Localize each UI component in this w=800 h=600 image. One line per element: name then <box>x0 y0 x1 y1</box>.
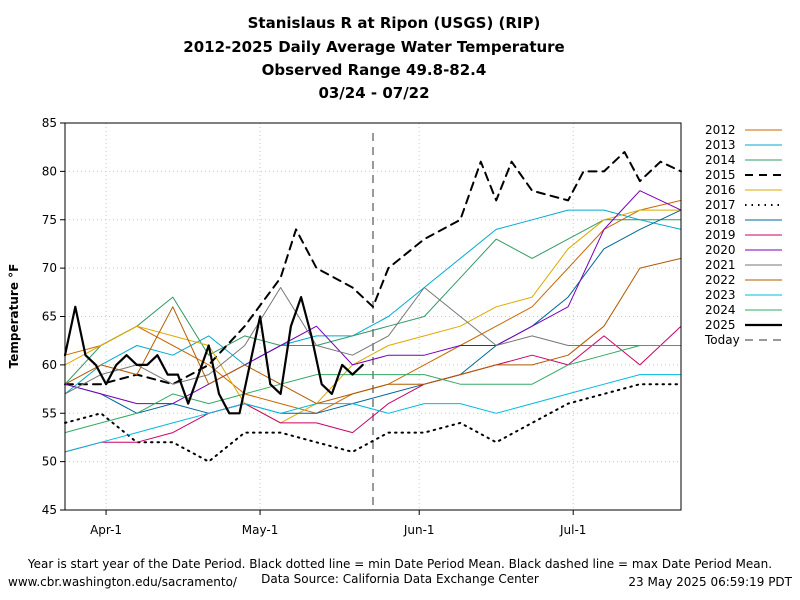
series-line-2024 <box>64 345 682 434</box>
footer-url: www.cbr.washington.edu/sacramento/ <box>8 575 238 589</box>
title-line-4: 03/24 - 07/22 <box>318 84 429 102</box>
series-line-2015 <box>64 151 682 386</box>
legend-label-2017: 2017 <box>705 198 736 212</box>
legend-label-2024: 2024 <box>705 303 736 317</box>
footer-note: Year is start year of the Date Period. B… <box>27 557 772 571</box>
legend-label-2025: 2025 <box>705 318 736 332</box>
legend-label-2020: 2020 <box>705 243 736 257</box>
y-axis: 45 50 55 60 65 70 75 80 85 <box>42 116 65 517</box>
footer: Year is start year of the Date Period. B… <box>8 557 793 589</box>
legend-label-2012: 2012 <box>705 123 736 137</box>
footer-source: Data Source: California Data Exchange Ce… <box>261 572 539 586</box>
y-tick-label: 70 <box>42 261 57 275</box>
legend-label-2022: 2022 <box>705 273 736 287</box>
y-tick-label: 55 <box>42 406 57 420</box>
series-line-2020 <box>64 190 682 405</box>
x-tick-label: Jul-1 <box>559 523 586 537</box>
series-layer <box>63 151 682 463</box>
series-line-2014 <box>64 219 682 385</box>
series-line-2019 <box>64 325 682 453</box>
series-line-2021 <box>64 287 682 395</box>
y-tick-label: 45 <box>42 503 57 517</box>
legend-label-2019: 2019 <box>705 228 736 242</box>
title-line-3: Observed Range 49.8-82.4 <box>262 61 487 79</box>
y-tick-label: 75 <box>42 213 57 227</box>
legend: 2012201320142015201620172018201920202021… <box>704 123 782 347</box>
chart-title: Stanislaus R at Ripon (USGS) (RIP) 2012-… <box>183 14 564 102</box>
title-line-2: 2012-2025 Daily Average Water Temperatur… <box>183 38 564 56</box>
x-tick-label: Jun-1 <box>403 523 435 537</box>
series-line-2022 <box>64 257 682 405</box>
series-line-2025 <box>63 296 364 415</box>
legend-label-2015: 2015 <box>705 168 736 182</box>
legend-label-2021: 2021 <box>705 258 736 272</box>
x-tick-label: Apr-1 <box>90 523 122 537</box>
y-tick-label: 50 <box>42 455 57 469</box>
series-line-2017 <box>64 383 682 463</box>
y-axis-label: Temperature °F <box>7 264 21 369</box>
legend-label-2023: 2023 <box>705 288 736 302</box>
series-line-2023 <box>64 374 682 453</box>
y-tick-label: 60 <box>42 358 57 372</box>
legend-label-today: Today <box>704 333 740 347</box>
series-line-2018 <box>64 209 682 414</box>
series-line-2013 <box>64 209 682 395</box>
legend-label-2014: 2014 <box>705 153 736 167</box>
legend-label-2013: 2013 <box>705 138 736 152</box>
legend-label-2018: 2018 <box>705 213 736 227</box>
y-tick-label: 80 <box>42 164 57 178</box>
x-axis: Apr-1 May-1 Jun-1 Jul-1 <box>90 510 586 537</box>
title-line-1: Stanislaus R at Ripon (USGS) (RIP) <box>248 14 541 32</box>
legend-label-2016: 2016 <box>705 183 736 197</box>
y-tick-label: 65 <box>42 310 57 324</box>
x-tick-label: May-1 <box>242 523 279 537</box>
footer-timestamp: 23 May 2025 06:59:19 PDT <box>628 575 792 589</box>
series-line-2016 <box>64 209 682 424</box>
y-tick-label: 85 <box>42 116 57 130</box>
